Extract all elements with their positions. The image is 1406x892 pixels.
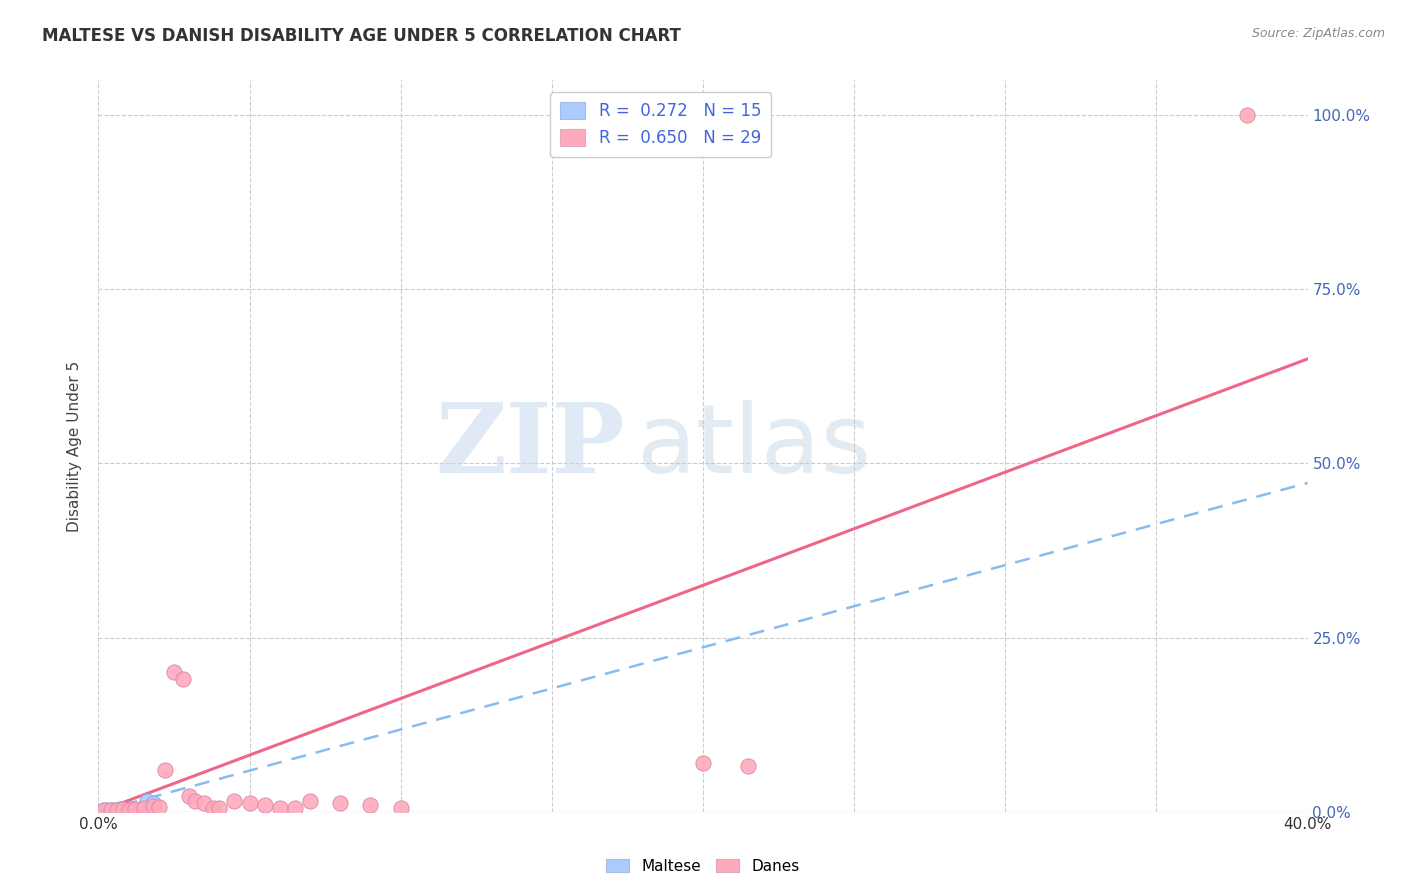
Point <box>121 802 143 816</box>
Point <box>105 803 128 817</box>
Point <box>389 801 412 815</box>
Point <box>153 763 176 777</box>
Point <box>132 801 155 815</box>
Point <box>193 797 215 811</box>
Point <box>111 802 134 816</box>
Point <box>135 794 157 808</box>
Point <box>208 800 231 814</box>
Y-axis label: Disability Age Under 5: Disability Age Under 5 <box>67 360 83 532</box>
Point <box>284 801 307 815</box>
Point <box>118 803 141 817</box>
Point <box>100 803 122 817</box>
Point <box>184 794 207 808</box>
Point <box>142 797 165 811</box>
Point <box>692 756 714 770</box>
Point <box>737 759 759 773</box>
Point <box>129 802 152 816</box>
Point <box>127 803 149 817</box>
Point <box>329 797 352 811</box>
Point <box>148 800 170 814</box>
Point <box>253 797 276 812</box>
Point <box>299 794 322 808</box>
Point <box>124 803 146 817</box>
Point <box>1236 108 1258 122</box>
Point <box>163 665 186 680</box>
Point <box>179 789 201 804</box>
Point <box>202 800 225 814</box>
Legend: Maltese, Danes: Maltese, Danes <box>600 853 806 880</box>
Point <box>224 794 246 808</box>
Point <box>111 803 134 817</box>
Point <box>105 803 128 817</box>
Text: atlas: atlas <box>637 400 872 492</box>
Point <box>93 803 115 817</box>
Point <box>239 796 262 810</box>
Point <box>93 803 115 817</box>
Text: Source: ZipAtlas.com: Source: ZipAtlas.com <box>1251 27 1385 40</box>
Point <box>100 803 122 817</box>
Point <box>172 673 194 687</box>
Point <box>96 803 118 817</box>
Point <box>269 801 291 815</box>
Text: ZIP: ZIP <box>434 399 624 493</box>
Point <box>142 799 165 814</box>
Point <box>118 803 141 817</box>
Point <box>108 802 131 816</box>
Text: MALTESE VS DANISH DISABILITY AGE UNDER 5 CORRELATION CHART: MALTESE VS DANISH DISABILITY AGE UNDER 5… <box>42 27 681 45</box>
Point <box>114 803 136 817</box>
Point <box>124 802 146 816</box>
Point <box>103 803 125 817</box>
Point <box>360 797 382 812</box>
Legend: R =  0.272   N = 15, R =  0.650   N = 29: R = 0.272 N = 15, R = 0.650 N = 29 <box>550 92 770 157</box>
